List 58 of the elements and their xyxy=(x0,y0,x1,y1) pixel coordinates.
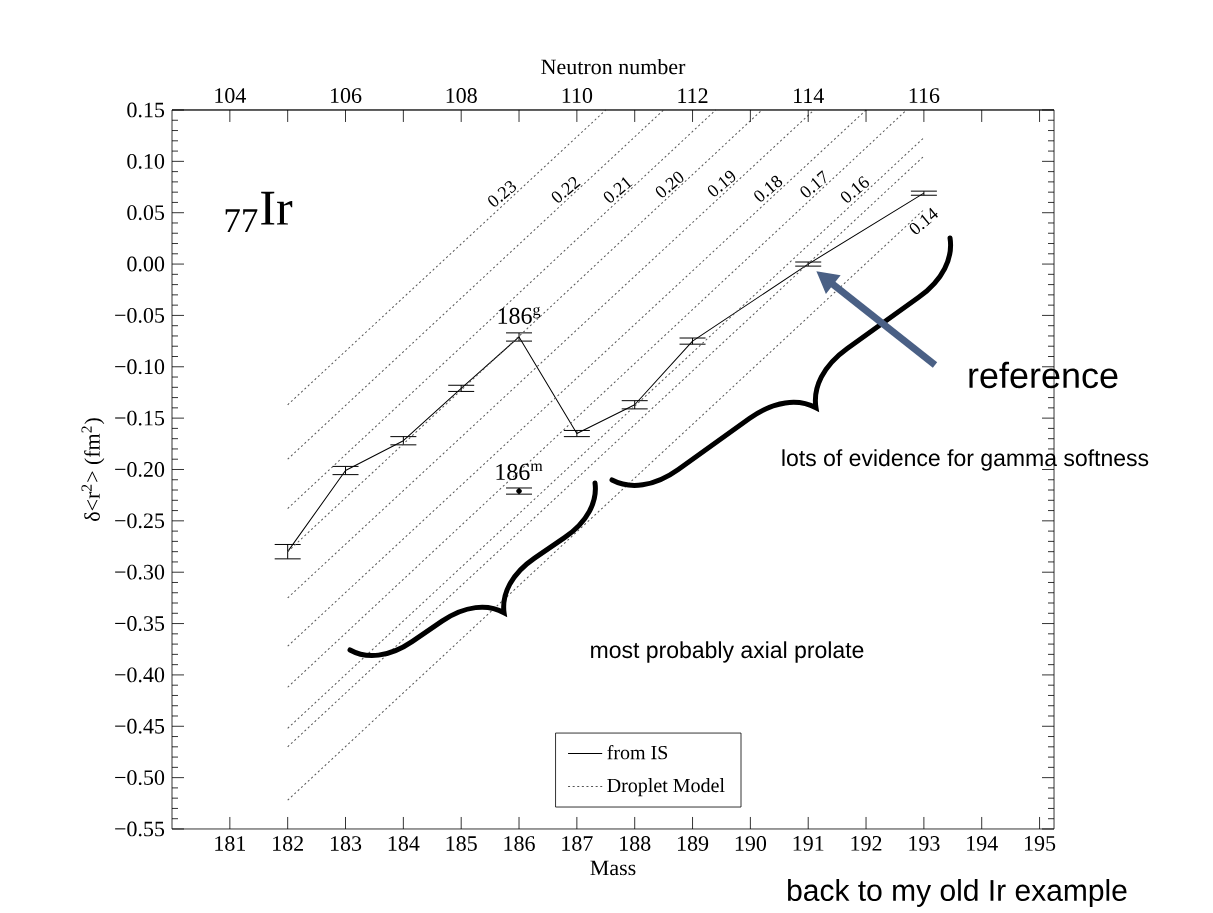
x-tick-label: 182 xyxy=(273,836,303,851)
x2-tick-label: 104 xyxy=(215,88,247,103)
legend-label: Droplet Model xyxy=(607,778,725,797)
annotation: 0.16 xyxy=(840,176,869,203)
x-tick-label: 195 xyxy=(1025,836,1056,851)
y-tick-label: −0.35 xyxy=(115,616,165,632)
y-tick-label: −0.45 xyxy=(115,718,165,734)
annotation: 0.23 xyxy=(488,181,517,207)
annotation: 0.14 xyxy=(909,207,938,234)
text: back to my old Ir example xyxy=(788,879,1127,907)
y-tick-label: 0.05 xyxy=(127,205,165,221)
y-axis-title: δ<r$^{2}$> (fm$^{2}$) xyxy=(81,418,105,521)
x-tick-label: 190 xyxy=(735,836,767,851)
x2-tick-label: 108 xyxy=(446,88,477,103)
y-tick-label: −0.40 xyxy=(115,667,165,683)
y-tick-label: 0.10 xyxy=(127,153,165,169)
y-tick-label: 0.15 xyxy=(127,102,165,118)
x-tick-label: 185 xyxy=(446,836,477,851)
x2-tick-label: 116 xyxy=(909,88,940,103)
annotation: 186$^{m}$ xyxy=(496,463,543,480)
annotation: lots of evidence for gamma softness xyxy=(782,449,1149,471)
x-tick-label: 183 xyxy=(330,836,362,851)
annotation: 0.21 xyxy=(603,177,633,203)
y-tick-label: −0.05 xyxy=(115,307,165,323)
y-tick-label: −0.15 xyxy=(115,410,165,426)
x2-tick-label: 106 xyxy=(330,88,362,103)
x2-tick-label: 110 xyxy=(562,88,593,103)
x-tick-label: 186 xyxy=(504,836,535,851)
x-tick-label: 184 xyxy=(388,836,420,851)
x-tick-label: 192 xyxy=(851,836,882,851)
x-tick-label: 188 xyxy=(620,836,651,851)
annotation: 0.18 xyxy=(754,175,783,202)
x-axis-title: Mass xyxy=(590,860,636,876)
x-tick-label: 187 xyxy=(562,836,593,851)
annotation: 186$^{g}$ xyxy=(498,306,541,324)
annotation: 0.19 xyxy=(707,170,736,197)
annotation: 0.20 xyxy=(655,171,684,198)
y-tick-label: −0.10 xyxy=(115,359,165,375)
x-tick-label: 191 xyxy=(793,836,824,851)
x-tick-label: 181 xyxy=(215,836,246,851)
x2-tick-label: 112 xyxy=(678,88,708,103)
y-tick-label: −0.50 xyxy=(115,770,165,786)
x-tick-label: 194 xyxy=(967,836,998,851)
annotation: $_{77}$Ir xyxy=(225,191,293,233)
y-tick-label: −0.30 xyxy=(115,564,165,580)
annotation: most probably axial prolate xyxy=(591,641,864,663)
x2-tick-label: 114 xyxy=(794,88,824,103)
legend-label: from IS xyxy=(607,745,668,760)
x-tick-label: 189 xyxy=(677,836,709,851)
annotation: 0.17 xyxy=(800,170,826,198)
x2-axis-title: Neutron number xyxy=(541,58,686,75)
annotation: reference xyxy=(969,361,1118,389)
annotation: 0.22 xyxy=(551,177,581,203)
y-tick-label: −0.55 xyxy=(115,821,165,837)
x-tick-label: 193 xyxy=(909,836,940,851)
y-tick-label: 0.00 xyxy=(127,256,165,272)
y-tick-label: −0.20 xyxy=(115,462,165,477)
y-tick-label: −0.25 xyxy=(115,513,165,529)
